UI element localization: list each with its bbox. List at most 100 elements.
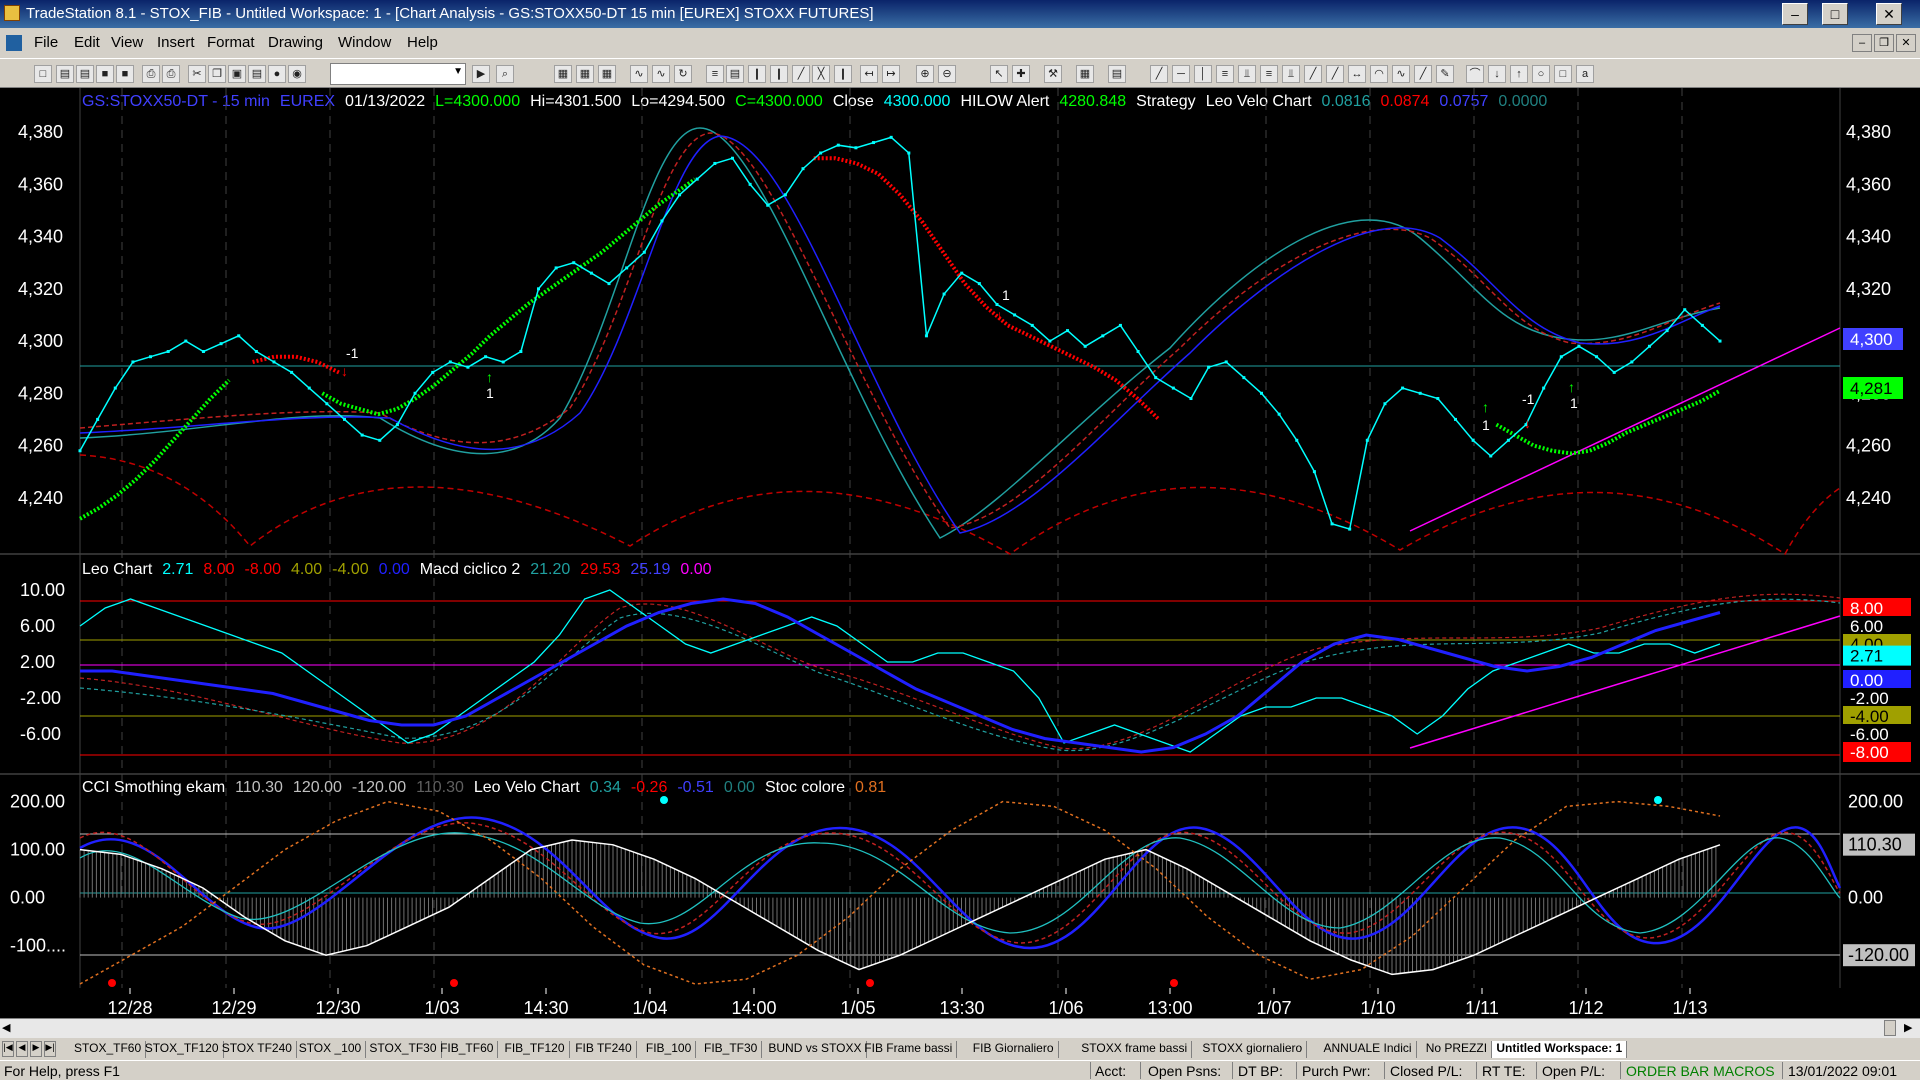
- workspace-tab[interactable]: STOX TF240: [218, 1041, 297, 1058]
- minimize-button[interactable]: –: [1782, 3, 1808, 25]
- andrews-pitchfork-icon[interactable]: ⫫: [1238, 65, 1256, 83]
- menu-format[interactable]: Format: [207, 34, 255, 51]
- print-icon[interactable]: ⎙: [142, 65, 160, 83]
- trendline[interactable]: [1409, 327, 1841, 532]
- pointer-icon[interactable]: ↖: [990, 65, 1008, 83]
- scroll-left-arrow-icon[interactable]: ◀: [2, 1022, 11, 1034]
- volume-icon[interactable]: ❙: [834, 65, 852, 83]
- strategy-icon[interactable]: ∿: [652, 65, 670, 83]
- bar-type-icon[interactable]: ≡: [706, 65, 724, 83]
- chart-svg[interactable]: GS:STOXX50-DT - 15 min EUREX 01/13/2022 L=4…: [0, 88, 1920, 1022]
- menu-file[interactable]: File: [34, 34, 59, 51]
- text-icon[interactable]: a: [1576, 65, 1594, 83]
- paste-icon[interactable]: ▤: [248, 65, 266, 83]
- regression-icon[interactable]: ╱: [1414, 65, 1432, 83]
- cci-panel[interactable]: CCI Smothing ekam 110.30 120.00 -120.00 110.…: [10, 779, 1915, 987]
- workspace-tab[interactable]: FIB_TF120: [501, 1041, 570, 1058]
- bars-icon[interactable]: ❙: [770, 65, 788, 83]
- find-symbol-icon[interactable]: ⌕: [496, 65, 514, 83]
- ellipse-icon[interactable]: ○: [1532, 65, 1550, 83]
- tools-icon[interactable]: ⚒: [1044, 65, 1062, 83]
- workspace-tab[interactable]: STOX _100: [295, 1041, 367, 1058]
- workspace-tab[interactable]: STOXX frame bassi: [1077, 1041, 1193, 1058]
- workspace-tab[interactable]: FIB_100: [642, 1041, 697, 1058]
- horizontal-scrollbar[interactable]: ◀ ▶: [0, 1018, 1920, 1038]
- workspace-tab[interactable]: FIB_TF60: [436, 1041, 499, 1058]
- workspace-tab[interactable]: BUND vs STOXX: [764, 1041, 867, 1058]
- chevron-down-icon[interactable]: ▼: [453, 66, 463, 77]
- arrow-lr-icon[interactable]: ↔: [1348, 65, 1366, 83]
- globe-icon[interactable]: ◉: [288, 65, 306, 83]
- mdi-minimize-button[interactable]: –: [1852, 34, 1872, 52]
- chart-icon[interactable]: ▦: [554, 65, 572, 83]
- workspace-tab[interactable]: FIB_TF30: [700, 1041, 763, 1058]
- curve-icon[interactable]: ⌒: [1466, 65, 1484, 83]
- scroll-right-icon[interactable]: ↦: [882, 65, 900, 83]
- point-fig-icon[interactable]: ╳: [812, 65, 830, 83]
- order-icon[interactable]: ●: [268, 65, 286, 83]
- workspace-tab[interactable]: FIB Frame bassi: [860, 1041, 958, 1058]
- osc-trendline[interactable]: [1409, 615, 1841, 749]
- menu-help[interactable]: Help: [407, 34, 438, 51]
- pencil-icon[interactable]: ✎: [1436, 65, 1454, 83]
- prev-tab-icon[interactable]: ◀: [16, 1041, 28, 1057]
- matrix-icon[interactable]: ▦: [598, 65, 616, 83]
- scroll-left-icon[interactable]: ↤: [860, 65, 878, 83]
- workspace-tab[interactable]: FIB TF240: [571, 1041, 637, 1058]
- indicator-icon[interactable]: ∿: [630, 65, 648, 83]
- mdi-restore-button[interactable]: ❐: [1874, 34, 1894, 52]
- menu-insert[interactable]: Insert: [157, 34, 195, 51]
- arrow-down-icon[interactable]: ↓: [1488, 65, 1506, 83]
- next-tab-icon[interactable]: ▶: [30, 1041, 42, 1057]
- workspace-tab[interactable]: STOX_TF60: [70, 1041, 147, 1058]
- cycle-icon[interactable]: ∿: [1392, 65, 1410, 83]
- rectangle-icon[interactable]: □: [1554, 65, 1572, 83]
- document-icon[interactable]: [6, 35, 22, 51]
- save-icon[interactable]: ■: [96, 65, 114, 83]
- play-icon[interactable]: ▶: [472, 65, 490, 83]
- line-icon[interactable]: ╱: [792, 65, 810, 83]
- candle-icon[interactable]: ❙: [748, 65, 766, 83]
- order-bar-icon[interactable]: ▤: [1108, 65, 1126, 83]
- trendline-icon[interactable]: ╱: [1150, 65, 1168, 83]
- workspace-tab[interactable]: FIB Giornaliero: [969, 1041, 1059, 1058]
- gann-fan-icon[interactable]: ╱: [1304, 65, 1322, 83]
- scroll-right-arrow-icon[interactable]: ▶: [1904, 1022, 1913, 1034]
- fib-time-icon[interactable]: ⫫: [1282, 65, 1300, 83]
- arc-icon[interactable]: ◠: [1370, 65, 1388, 83]
- horizontal-line-icon[interactable]: ─: [1172, 65, 1190, 83]
- data-window-icon[interactable]: ▤: [726, 65, 744, 83]
- lock-icon[interactable]: ▣: [228, 65, 246, 83]
- vertical-line-icon[interactable]: │: [1194, 65, 1212, 83]
- workspace-tab[interactable]: STOX_TF120: [141, 1041, 224, 1058]
- save-workspace-icon[interactable]: ■: [116, 65, 134, 83]
- maximize-button[interactable]: □: [1822, 3, 1848, 25]
- workspace-tab[interactable]: STOX_TF30: [365, 1041, 442, 1058]
- workspace-tab[interactable]: Untitled Workspace: 1: [1492, 1041, 1628, 1058]
- menu-view[interactable]: View: [111, 34, 144, 51]
- scroll-thumb[interactable]: [1884, 1020, 1896, 1036]
- chart-analysis-window[interactable]: GS:STOXX50-DT - 15 min EUREX 01/13/2022 L=4…: [0, 88, 1920, 1022]
- speed-line-icon[interactable]: ╱: [1326, 65, 1344, 83]
- zoom-in-icon[interactable]: ⊕: [916, 65, 934, 83]
- zoom-out-icon[interactable]: ⊖: [938, 65, 956, 83]
- open-icon[interactable]: ▤: [56, 65, 74, 83]
- arrow-up-icon[interactable]: ↑: [1510, 65, 1528, 83]
- symbol-combo[interactable]: ▼: [330, 63, 466, 85]
- channel-icon[interactable]: ≡: [1216, 65, 1234, 83]
- mdi-close-button[interactable]: ✕: [1896, 34, 1916, 52]
- leo-chart-panel[interactable]: Leo Chart 2.71 8.00 -8.00 4.00 -4.00 0.00 Macd …: [20, 561, 1911, 762]
- order-bar-macros[interactable]: ORDER BAR MACROS: [1626, 1063, 1775, 1079]
- menu-edit[interactable]: Edit: [74, 34, 100, 51]
- refresh-icon[interactable]: ↻: [674, 65, 692, 83]
- grid-icon[interactable]: ▦: [1076, 65, 1094, 83]
- crosshair-icon[interactable]: ✚: [1012, 65, 1030, 83]
- fibonacci-icon[interactable]: ≡: [1260, 65, 1278, 83]
- workspace-tab[interactable]: ANNUALE Indici: [1320, 1041, 1417, 1058]
- cut-icon[interactable]: ✂: [188, 65, 206, 83]
- new-icon[interactable]: □: [34, 65, 52, 83]
- price-panel[interactable]: GS:STOXX50-DT - 15 min EUREX 01/13/2022 L=4…: [18, 88, 1903, 988]
- menu-drawing[interactable]: Drawing: [268, 34, 324, 51]
- radar-icon[interactable]: ▦: [576, 65, 594, 83]
- last-tab-icon[interactable]: ▶|: [44, 1041, 56, 1057]
